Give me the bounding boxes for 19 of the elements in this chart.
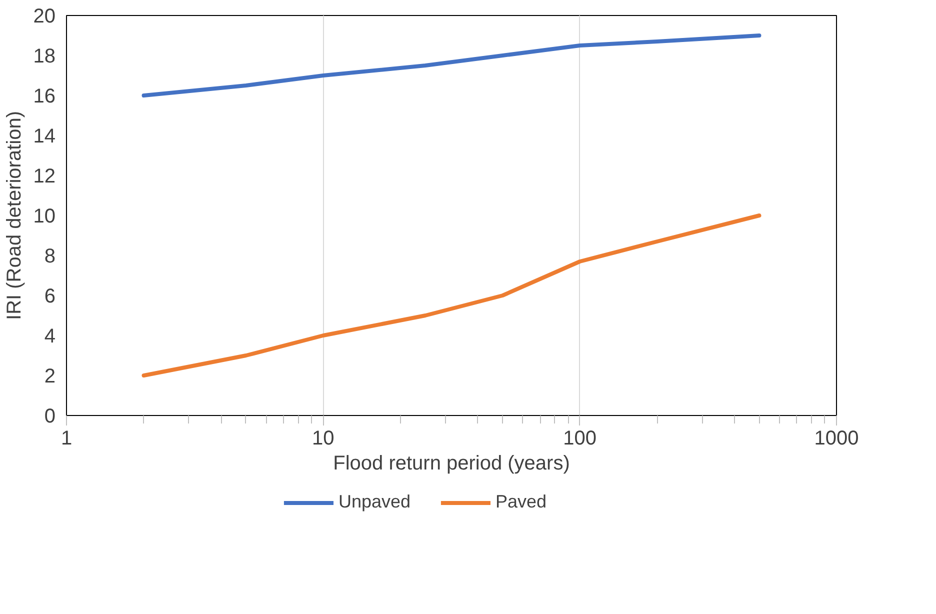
y-tick-label: 12 (33, 166, 56, 188)
y-tick-label: 18 (33, 46, 56, 68)
legend-label: Unpaved (338, 492, 411, 512)
y-tick-label: 0 (44, 406, 56, 428)
y-tick-label: 6 (44, 286, 56, 308)
x-axis-title: Flood return period (years) (333, 452, 570, 474)
x-tick-label: 1000 (814, 428, 859, 450)
y-tick-label: 2 (44, 366, 56, 388)
y-tick-label: 20 (33, 6, 56, 28)
x-tick-label: 10 (312, 428, 334, 450)
y-tick-label: 10 (33, 206, 56, 228)
y-tick-label: 4 (44, 326, 56, 348)
y-axis-title: IRI (Road deterioration) (3, 111, 26, 320)
y-tick-label: 16 (33, 86, 56, 108)
legend-label: Paved (496, 492, 547, 512)
x-tick-label: 1 (60, 428, 72, 450)
y-tick-label: 14 (33, 126, 56, 148)
x-tick-label: 100 (563, 428, 597, 450)
y-tick-label: 8 (44, 246, 56, 268)
